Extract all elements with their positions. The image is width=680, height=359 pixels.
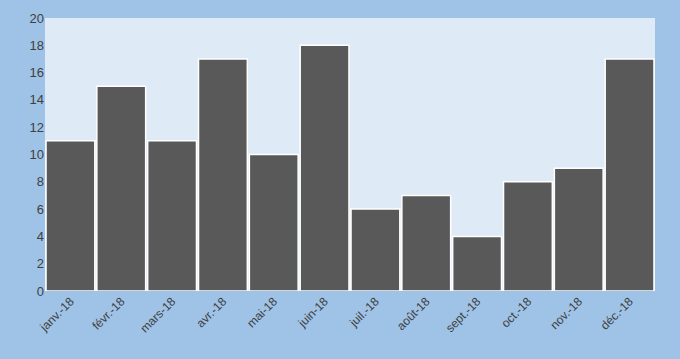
svg-text:14: 14 (30, 92, 44, 107)
svg-text:juil.-18: juil.-18 (346, 294, 382, 330)
svg-text:août-18: août-18 (394, 294, 433, 333)
svg-text:mars-18: mars-18 (137, 294, 178, 335)
svg-text:oct.-18: oct.-18 (498, 294, 534, 330)
svg-text:6: 6 (37, 202, 44, 217)
svg-text:févr.-18: févr.-18 (89, 294, 127, 332)
svg-text:2: 2 (37, 256, 44, 271)
svg-text:sept.-18: sept.-18 (443, 294, 484, 335)
svg-text:20: 20 (30, 11, 44, 26)
svg-text:nov.-18: nov.-18 (548, 294, 586, 332)
svg-text:4: 4 (37, 229, 44, 244)
svg-text:0: 0 (37, 284, 44, 299)
svg-text:déc.-18: déc.-18 (598, 294, 636, 332)
svg-text:10: 10 (30, 147, 44, 162)
svg-text:janv.-18: janv.-18 (37, 294, 77, 334)
svg-text:12: 12 (30, 120, 44, 135)
svg-text:avr.-18: avr.-18 (193, 294, 229, 330)
svg-text:16: 16 (30, 65, 44, 80)
svg-text:18: 18 (30, 38, 44, 53)
svg-text:8: 8 (37, 174, 44, 189)
svg-text:mai-18: mai-18 (244, 294, 280, 330)
svg-text:juin-18: juin-18 (295, 294, 331, 330)
